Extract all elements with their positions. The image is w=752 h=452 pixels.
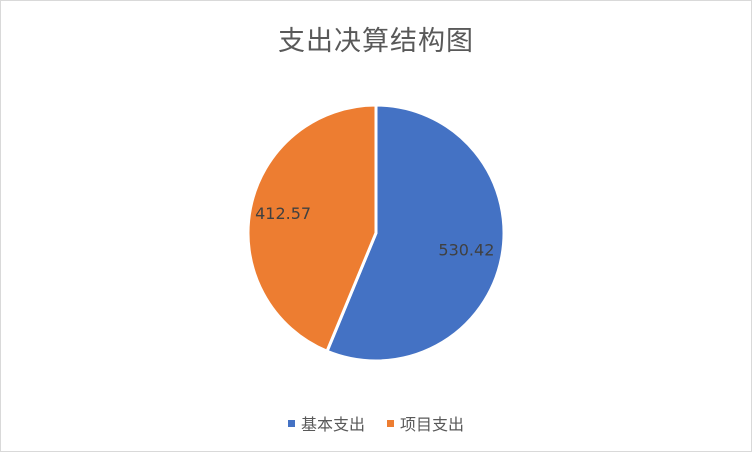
chart-title: 支出决算结构图 xyxy=(278,26,474,57)
legend-item-project: 项目支出 xyxy=(387,411,464,435)
legend-label-basic: 基本支出 xyxy=(300,415,365,434)
data-label-basic: 530.42 xyxy=(438,240,494,259)
pie-slice-basic xyxy=(325,103,506,363)
data-label-project: 412.57 xyxy=(255,204,311,223)
chart-legend: 基本支出 项目支出 xyxy=(1,411,751,435)
legend-item-basic: 基本支出 xyxy=(287,411,365,435)
legend-swatch-basic xyxy=(287,419,295,427)
pie-slice-project xyxy=(246,103,378,354)
legend-swatch-project xyxy=(387,419,394,427)
legend-label-project: 项目支出 xyxy=(400,415,465,434)
